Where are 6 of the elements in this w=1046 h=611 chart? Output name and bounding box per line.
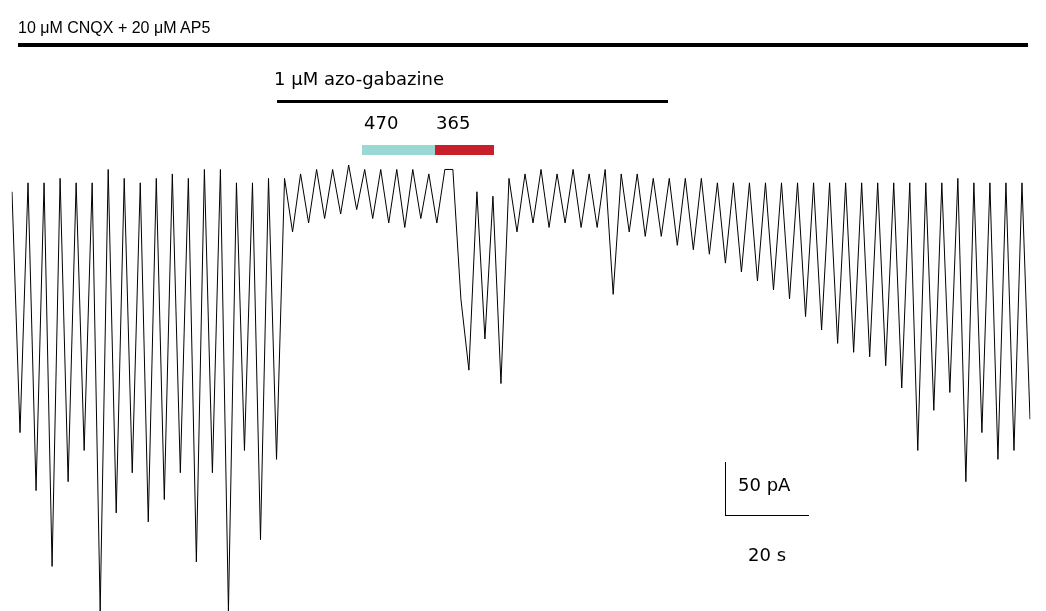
annotation: 20 s <box>748 544 787 565</box>
text: 365 <box>436 112 471 133</box>
annotation: 50 pA <box>738 474 791 495</box>
text: 10 μM CNQX + 20 μM AP5 <box>18 19 211 36</box>
text: 1 μM azo-gabazine <box>274 68 445 89</box>
text: 470 <box>364 112 399 133</box>
